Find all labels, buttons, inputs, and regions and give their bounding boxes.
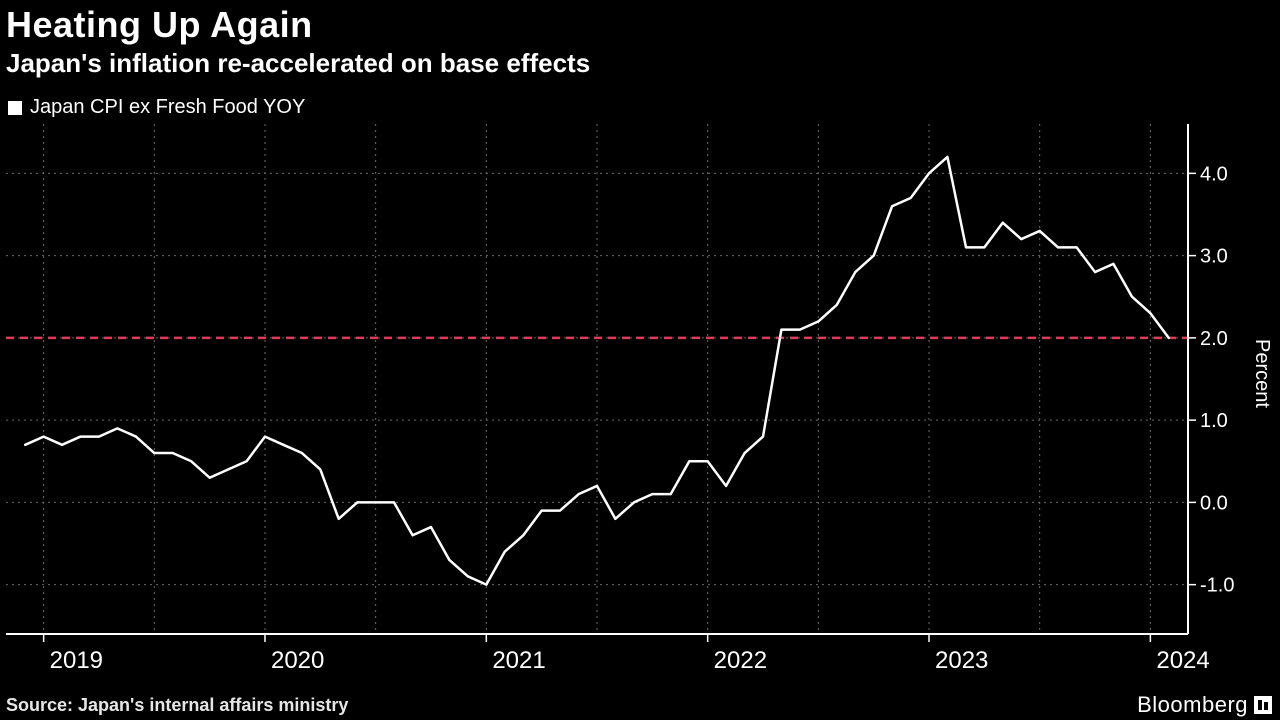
x-tick-label: 2023	[935, 647, 988, 674]
y-tick-label: 3.0	[1200, 246, 1228, 268]
chart-svg: -1.0 0.0 1.0 2.0 3.0 4.0 2019 2020 2021 2022 2023 2…	[6, 124, 1278, 684]
x-tick-label: 2021	[492, 647, 545, 674]
brand-badge: Bloomberg	[1137, 692, 1272, 718]
source-caption: Source: Japan's internal affairs ministr…	[6, 695, 348, 716]
x-tick-label: 2020	[271, 647, 324, 674]
y-tick-label: 4.0	[1200, 163, 1228, 185]
chart-subtitle: Japan's inflation re-accelerated on base…	[6, 48, 590, 79]
brand-label: Bloomberg	[1137, 692, 1248, 718]
x-tick-label: 2022	[714, 647, 767, 674]
y-axis-title: Percent	[1250, 339, 1273, 408]
y-tick-label: 0.0	[1200, 492, 1228, 514]
legend-label: Japan CPI ex Fresh Food YOY	[30, 96, 305, 119]
chart-plot-area: -1.00.01.02.03.04.0201920202021202220232…	[6, 124, 1188, 684]
chart-title: Heating Up Again	[6, 4, 313, 46]
brand-icon	[1254, 696, 1272, 714]
y-tick-label: -1.0	[1200, 575, 1234, 597]
y-tick-label: 1.0	[1200, 410, 1228, 432]
x-tick-label: 2019	[50, 647, 103, 674]
legend: Japan CPI ex Fresh Food YOY	[8, 96, 305, 119]
legend-swatch-icon	[8, 101, 22, 115]
y-tick-label: 2.0	[1200, 328, 1228, 350]
x-tick-label: 2024	[1156, 647, 1209, 674]
